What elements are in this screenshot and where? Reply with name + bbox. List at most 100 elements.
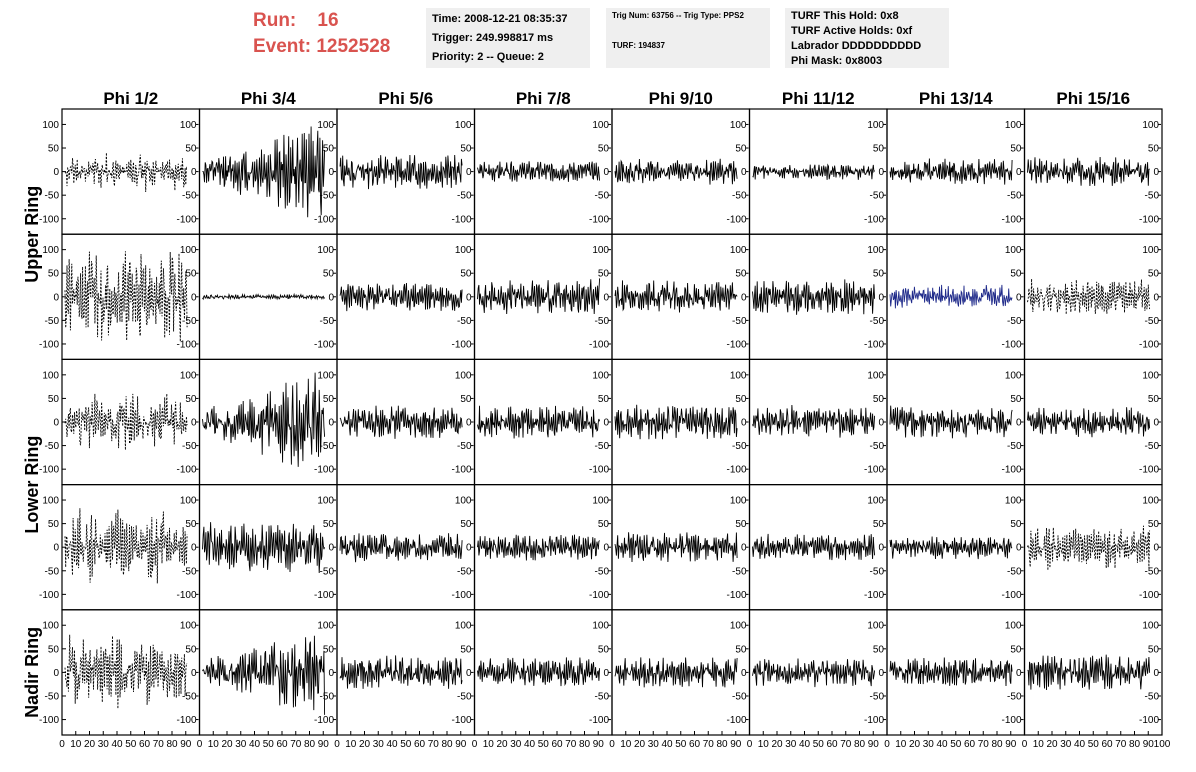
run-row: Run: 16	[253, 8, 390, 34]
ytick-right-r1-c4-0: 0	[603, 167, 609, 178]
xtick-label-c5-40: 40	[661, 739, 673, 750]
waveform-trace-r5-c5	[614, 657, 738, 688]
column-header-5: Phi 9/10	[649, 89, 713, 108]
ytick-right-r2-c6--50: -50	[870, 316, 885, 327]
ytick-right-r2-c8-100: 100	[1142, 245, 1159, 256]
ytick-right-r3-c7--100: -100	[1001, 465, 1021, 476]
waveform-trace-r5-c6	[752, 658, 876, 688]
xtick-label-c1-50: 50	[125, 739, 137, 750]
ytick-left-r2--100: -100	[39, 339, 59, 350]
xtick-label-c8-30: 30	[1060, 739, 1072, 750]
xtick-label-c7-0: 0	[884, 739, 890, 750]
xtick-label-c5-60: 60	[689, 739, 701, 750]
xtick-label-c1-40: 40	[111, 739, 123, 750]
event-label: Event:	[253, 36, 312, 57]
trig-num-line: Trig Num: 63756 -- Trig Type: PPS2	[612, 11, 744, 20]
ytick-right-r5-c7-50: 50	[1010, 644, 1022, 655]
ytick-right-r3-c5-0: 0	[741, 418, 747, 429]
waveform-trace-r3-c3	[339, 405, 463, 439]
ytick-right-r3-c1-100: 100	[180, 370, 197, 381]
xtick-label-c4-30: 30	[510, 739, 522, 750]
phi-mask-line: Phi Mask: 0x8003	[791, 55, 883, 67]
ytick-right-r3-c3-100: 100	[455, 370, 472, 381]
ytick-left-r5-50: 50	[48, 644, 60, 655]
ytick-left-r2-0: 0	[53, 292, 59, 303]
waveform-trace-r5-c8	[1027, 654, 1151, 691]
xtick-label-c2-80: 80	[304, 739, 316, 750]
ytick-right-r5-c5-50: 50	[735, 644, 747, 655]
ytick-right-r3-c4-50: 50	[598, 394, 610, 405]
ytick-right-r3-c3--100: -100	[451, 465, 471, 476]
xtick-label-c3-90: 90	[455, 739, 467, 750]
ytick-right-r5-c1-50: 50	[185, 644, 197, 655]
ytick-right-r5-c3-0: 0	[466, 668, 472, 679]
ytick-right-r1-c8-0: 0	[1153, 167, 1159, 178]
ytick-left-r3--50: -50	[45, 441, 60, 452]
ytick-right-r4-c6-50: 50	[873, 519, 885, 530]
ytick-right-r4-c2-0: 0	[328, 543, 334, 554]
ytick-left-r2-100: 100	[42, 245, 59, 256]
ytick-right-r5-c7--50: -50	[1007, 691, 1022, 702]
xtick-label-c1-70: 70	[153, 739, 165, 750]
ytick-right-r3-c7--50: -50	[1007, 441, 1022, 452]
ytick-right-r5-c6-50: 50	[873, 644, 885, 655]
xtick-label-c6-80: 80	[854, 739, 866, 750]
turf-line: TURF: 194837	[612, 41, 665, 50]
waveform-trace-r5-c2	[202, 635, 326, 715]
xtick-label-c4-0: 0	[472, 739, 478, 750]
xtick-label-c5-10: 10	[620, 739, 632, 750]
ytick-right-r2-c7--50: -50	[1007, 316, 1022, 327]
ytick-left-r1--100: -100	[39, 214, 59, 225]
ytick-right-r1-c7-50: 50	[1010, 144, 1022, 155]
ytick-left-r3-100: 100	[42, 370, 59, 381]
ytick-left-r5--50: -50	[45, 691, 60, 702]
turf-hold-line: TURF This Hold: 0x8	[791, 10, 899, 22]
ytick-right-r1-c5-100: 100	[730, 120, 747, 131]
ytick-right-r4-c3-50: 50	[460, 519, 472, 530]
ytick-right-r2-c1--100: -100	[176, 339, 196, 350]
xtick-label-c8-10: 10	[1033, 739, 1045, 750]
xtick-label-c4-10: 10	[483, 739, 495, 750]
ytick-right-r1-c7--100: -100	[1001, 214, 1021, 225]
ytick-right-r1-c3-50: 50	[460, 144, 472, 155]
ytick-left-r1-100: 100	[42, 120, 59, 131]
xtick-label-c7-20: 20	[909, 739, 921, 750]
xtick-label-c6-50: 50	[813, 739, 825, 750]
ytick-right-r3-c5--100: -100	[726, 465, 746, 476]
ytick-right-r5-c6-100: 100	[867, 621, 884, 632]
ytick-right-r2-c1--50: -50	[182, 316, 197, 327]
waveform-trace-r3-c8	[1027, 407, 1151, 438]
ytick-right-r5-c3-100: 100	[455, 621, 472, 632]
ytick-right-r2-c4-0: 0	[603, 292, 609, 303]
ytick-left-r3-50: 50	[48, 394, 60, 405]
ytick-right-r5-c5-100: 100	[730, 621, 747, 632]
ytick-right-r4-c8-0: 0	[1153, 543, 1159, 554]
ytick-right-r4-c2-100: 100	[317, 496, 334, 507]
ytick-right-r4-c4--100: -100	[589, 590, 609, 601]
ytick-right-r1-c5--100: -100	[726, 214, 746, 225]
event-row: Event: 1252528	[253, 34, 390, 60]
ytick-right-r5-c2--50: -50	[320, 691, 335, 702]
xtick-label-c8-20: 20	[1046, 739, 1058, 750]
ytick-right-r3-c8-100: 100	[1142, 370, 1159, 381]
ytick-right-r1-c2-100: 100	[317, 120, 334, 131]
ytick-right-r1-c4-100: 100	[592, 120, 609, 131]
ytick-right-r2-c6-100: 100	[867, 245, 884, 256]
waveform-trace-r1-c7	[889, 158, 1013, 185]
xtick-label-c7-40: 40	[936, 739, 948, 750]
ytick-right-r1-c2-0: 0	[328, 167, 334, 178]
waveform-trace-r1-c3	[339, 154, 463, 190]
xtick-label-c4-60: 60	[551, 739, 563, 750]
waveform-trace-r5-c7	[889, 657, 1013, 687]
xtick-label-c8-80: 80	[1129, 739, 1141, 750]
ytick-right-r1-c8-50: 50	[1148, 144, 1160, 155]
ytick-left-r4-100: 100	[42, 496, 59, 507]
ytick-right-r1-c7-0: 0	[1016, 167, 1022, 178]
ytick-right-r4-c6-100: 100	[867, 496, 884, 507]
waveform-trace-r3-c4	[477, 405, 601, 439]
ytick-right-r1-c4--100: -100	[589, 214, 609, 225]
waveform-trace-r5-c3	[339, 655, 463, 689]
ytick-right-r3-c8-0: 0	[1153, 418, 1159, 429]
ytick-right-r2-c4--50: -50	[595, 316, 610, 327]
